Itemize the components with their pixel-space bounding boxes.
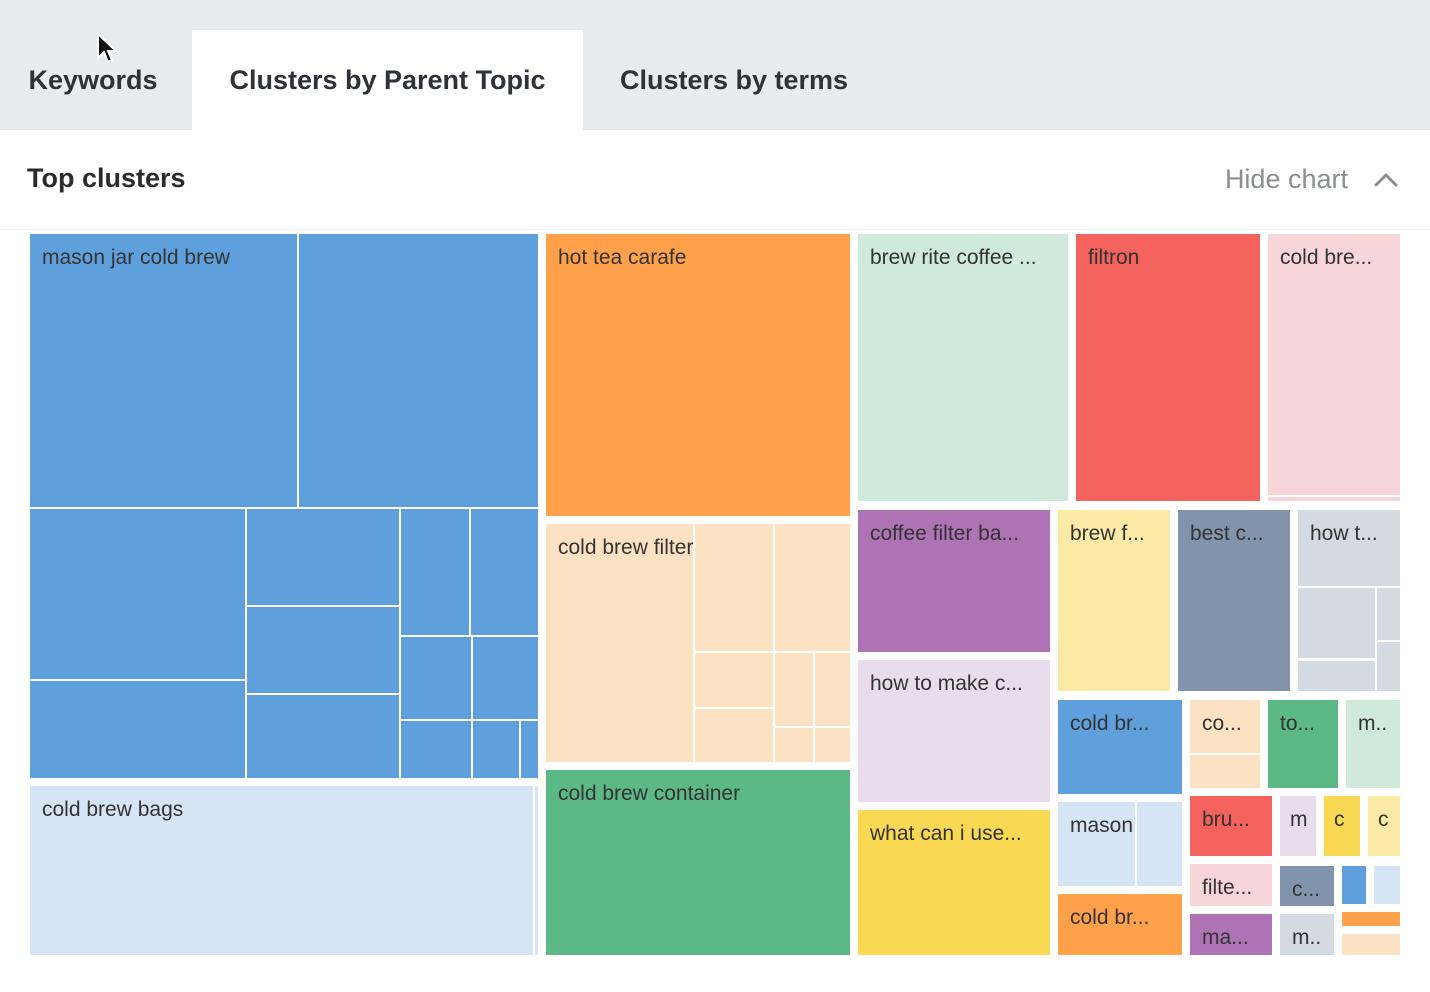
cluster-label: m.. [1358,712,1388,735]
treemap-cell[interactable] [1298,661,1375,691]
cluster-label: cold br... [1070,712,1150,735]
cluster-label: to... [1280,712,1316,735]
cluster-label: m [1290,808,1308,831]
tab-bar: Keywords Clusters by Parent Topic Cluste… [0,0,1430,130]
treemap-cell[interactable]: mason j... [1058,802,1135,886]
treemap-cell[interactable]: co... [1190,700,1260,753]
treemap-cell[interactable]: coffee filter ba... [858,510,1050,652]
treemap-cell[interactable]: cold br... [1058,700,1182,794]
treemap-cell[interactable] [1377,642,1400,691]
cluster-label: c... [1292,878,1321,901]
treemap-cell[interactable] [247,607,399,693]
treemap-cell[interactable] [695,653,773,707]
tab-clusters-by-parent-topic[interactable]: Clusters by Parent Topic [192,30,583,130]
treemap-cell[interactable]: c [1368,796,1400,856]
cluster-label: mason jar cold brew [42,246,230,269]
treemap-cell[interactable]: m.. [1346,700,1400,788]
cluster-label: best c... [1190,522,1264,545]
treemap-cell[interactable] [1377,588,1400,640]
tab-clusters-by-terms[interactable]: Clusters by terms [619,64,849,95]
treemap-cell[interactable] [1137,802,1182,886]
treemap-cell[interactable] [401,721,471,778]
treemap-cell[interactable]: brew f... [1058,510,1170,691]
cluster-label: c [1378,808,1389,831]
cluster-label: c [1334,808,1345,831]
treemap-cell[interactable] [401,637,471,719]
treemap-cell[interactable]: m [1280,796,1316,856]
cluster-label: filtron [1088,246,1140,269]
treemap-cell[interactable] [247,509,399,605]
treemap-cell[interactable] [1374,866,1400,904]
cluster-label: how to make c... [870,672,1023,695]
treemap-cell[interactable] [695,524,773,651]
treemap-cell[interactable] [775,653,813,726]
cluster-label: m.. [1292,926,1322,949]
treemap-cell[interactable]: filtron [1076,234,1260,501]
treemap-cell[interactable]: c [1324,796,1360,856]
treemap-cell[interactable]: cold br... [1058,894,1182,955]
treemap-cell[interactable]: ma... [1190,914,1272,955]
section-title: Top clusters [27,163,186,193]
treemap-cell[interactable]: cold brew bags [30,786,533,955]
treemap-cell[interactable] [473,637,538,719]
cluster-label: what can i use... [870,822,1022,845]
cluster-label: coffee filter ba... [870,522,1020,545]
treemap-cell[interactable] [471,509,538,635]
hide-chart-button[interactable]: Hide chart [1224,164,1348,194]
treemap-cell[interactable]: cold bre... [1268,234,1400,495]
treemap-cell[interactable] [1342,912,1400,926]
treemap-cell[interactable]: cold brew filter [546,524,693,762]
treemap-cell[interactable]: hot tea carafe [546,234,850,516]
cluster-label: ma... [1202,926,1249,949]
treemap-cell[interactable]: to... [1268,700,1338,788]
tab-keywords[interactable]: Keywords [28,64,158,95]
treemap-cell[interactable] [30,509,245,679]
treemap-cell[interactable] [1298,588,1375,658]
mouse-cursor-icon [97,32,118,64]
treemap-cell[interactable]: mason jar cold brew [30,234,297,507]
treemap-cell[interactable] [1342,866,1366,904]
cluster-label: cold brew filter [558,536,693,559]
cluster-label: brew rite coffee ... [870,246,1037,269]
treemap-cell[interactable]: how to make c... [858,660,1050,802]
cluster-label: cold brew container [558,782,741,805]
chart-header [0,130,1430,230]
treemap-cell[interactable] [247,695,399,778]
treemap-cell[interactable] [775,524,850,651]
treemap-cell[interactable] [775,728,813,762]
cluster-label: mason j... [1070,814,1135,837]
cluster-label: bru... [1202,808,1250,831]
treemap-cell[interactable] [299,234,538,507]
cluster-label: filte... [1202,876,1253,899]
treemap-cell[interactable] [30,681,245,778]
treemap-cell[interactable] [1268,497,1400,501]
treemap-cell[interactable] [815,653,850,726]
treemap-cell[interactable] [401,509,469,635]
cluster-label: cold brew bags [42,798,184,821]
treemap-cell[interactable]: m.. [1280,914,1334,955]
cluster-label: cold br... [1070,906,1150,929]
cluster-label: co... [1202,712,1242,735]
cluster-label: brew f... [1070,522,1145,545]
treemap-cell[interactable]: bru... [1190,796,1272,856]
treemap-cell[interactable]: best c... [1178,510,1290,691]
cluster-label: hot tea carafe [558,246,687,269]
treemap-cell[interactable] [1190,755,1260,788]
treemap-cell[interactable] [535,786,538,955]
treemap-cell[interactable]: filte... [1190,864,1272,906]
cluster-label: cold bre... [1280,246,1373,269]
treemap-cell[interactable] [695,709,773,762]
treemap-cell[interactable] [473,721,519,778]
treemap-cell[interactable]: how t... [1298,510,1400,586]
treemap-cell[interactable]: what can i use... [858,810,1050,955]
chevron-up-icon[interactable] [1372,168,1400,192]
treemap-cell[interactable]: cold brew container [546,770,850,955]
treemap-cell[interactable]: c... [1280,866,1334,906]
treemap-cell[interactable] [521,721,538,778]
treemap-cell[interactable] [1342,934,1400,955]
treemap-cell[interactable] [815,728,850,762]
treemap-cell[interactable]: brew rite coffee ... [858,234,1068,501]
cluster-label: how t... [1310,522,1378,545]
